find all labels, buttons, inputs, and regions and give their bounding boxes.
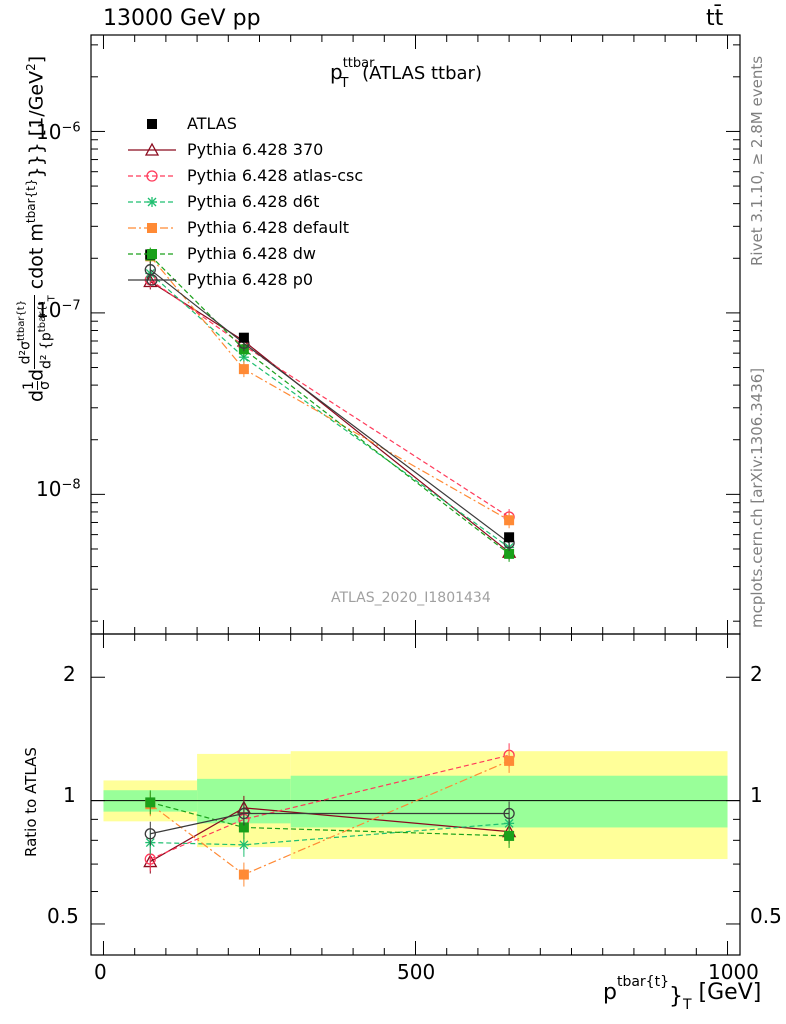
ratio-tick-label-left: 2: [63, 662, 76, 686]
xlabel-base: p: [603, 980, 617, 1005]
legend-label-ATLAS: ATLAS: [187, 114, 237, 133]
ratio-point-p0: [238, 807, 250, 820]
header-final-state: tt̄: [706, 6, 724, 31]
x-axis-label: ptbar{t}}T [GeV]: [603, 974, 762, 1013]
ratio-point-p0: [503, 807, 515, 820]
xlabel-sub: T: [682, 997, 692, 1013]
legend-label-p0: Pythia 6.428 p0: [187, 270, 314, 289]
ratio-point-dw: [238, 822, 249, 833]
ratio-tick-label-right: 0.5: [750, 904, 782, 928]
ylabel-part-sup: 2: [24, 63, 39, 71]
legend-label-dw: Pythia 6.428 dw: [187, 244, 316, 263]
main-point-default: [504, 515, 515, 526]
legend-marker-dw: [147, 249, 157, 259]
watermark: ATLAS_2020_I1801434: [331, 590, 491, 606]
main-point-dw: [504, 548, 515, 559]
legend-label-370: Pythia 6.428 370: [187, 140, 324, 159]
legend-marker-default: [147, 223, 157, 233]
ylabel-frac2-den: d² {p: [38, 332, 55, 369]
legend-marker-370: [144, 142, 160, 156]
title-sub: T: [340, 76, 349, 91]
legend-marker-atlas-csc: [146, 170, 158, 182]
ratio-point-d6t: [238, 839, 249, 850]
ylabel-frac1-num: 1: [20, 381, 38, 390]
main-point-default: [238, 364, 249, 375]
ratio-point-default: [238, 869, 249, 880]
main-title: pttbar T (ATLAS ttbar): [330, 56, 508, 91]
ratio-point-default: [504, 755, 515, 766]
ratio-point-d6t-stroke: [239, 840, 249, 850]
ylabel-part: d: [25, 389, 48, 402]
main-line-p0: [149, 269, 510, 544]
ylabel-part: d: [25, 368, 48, 382]
legend-marker-d6t-stroke: [147, 197, 157, 207]
xlabel-sup: tbar{t}: [616, 974, 669, 990]
ratio-tick-label-right: 1: [750, 783, 763, 807]
ratio-tick-label-left: 1: [63, 783, 76, 807]
ratio-point-p0: [144, 828, 156, 840]
x-tick-label: 500: [397, 960, 436, 984]
main-point-ATLAS: [504, 532, 515, 543]
ylabel-frac2-num: d²σ: [17, 340, 34, 365]
ratio-point-dw: [145, 797, 156, 808]
ylabel-frac1-den: σ: [36, 381, 53, 390]
x-tick-label: 1000: [708, 960, 759, 984]
xlabel-rest: [GeV]: [691, 980, 762, 1005]
ratio-point-dw: [504, 830, 515, 841]
ylabel-frac2-num-sup: ttbar{t}: [16, 299, 27, 341]
title-rest: (ATLAS ttbar): [356, 63, 482, 84]
title-sup: ttbar: [342, 56, 375, 71]
x-tick-label: 0: [94, 960, 107, 984]
main-point-ATLAS: [238, 332, 249, 343]
ylabel-part: ]: [25, 55, 48, 64]
ratio-tick-label-right: 2: [750, 662, 763, 686]
ylabel-part: cdot m: [25, 223, 48, 290]
main-line-d6t: [149, 272, 510, 548]
ratio-tick-label-left: 0.5: [47, 904, 79, 928]
y-axis-label-main: d 1 σ d d²σttbar{t} d² {ptbar{tT cdot mtbar{t…: [14, 56, 60, 402]
legend-label-default: Pythia 6.428 default: [187, 218, 350, 237]
xlabel-mid: }: [668, 984, 683, 1009]
y-axis-label-ratio: Ratio to ATLAS: [22, 747, 40, 857]
ratio-line-atlas-csc: [150, 754, 510, 860]
rivet-version-label: Rivet 3.1.10, ≥ 2.8M events: [748, 55, 766, 266]
mcplots-label: mcplots.cern.ch [arXiv:1306.3436]: [748, 367, 766, 628]
ylabel-part-sup: tbar{t}: [24, 178, 39, 224]
main-line-default: [149, 255, 510, 521]
legend-marker-d6t: [147, 197, 157, 207]
legend-marker-p0: [146, 274, 158, 286]
title-base: p: [330, 60, 343, 84]
header-process: 13000 GeV pp: [103, 6, 261, 31]
y-tick-label: 10−6: [36, 120, 81, 144]
legend-label-atlas-csc: Pythia 6.428 atlas-csc: [187, 166, 364, 185]
legend-label-d6t: Pythia 6.428 d6t: [187, 192, 320, 211]
y-tick-label: 10−8: [36, 477, 81, 501]
y-tick-label: 10−7: [36, 298, 81, 322]
legend-marker-ATLAS: [147, 119, 157, 129]
